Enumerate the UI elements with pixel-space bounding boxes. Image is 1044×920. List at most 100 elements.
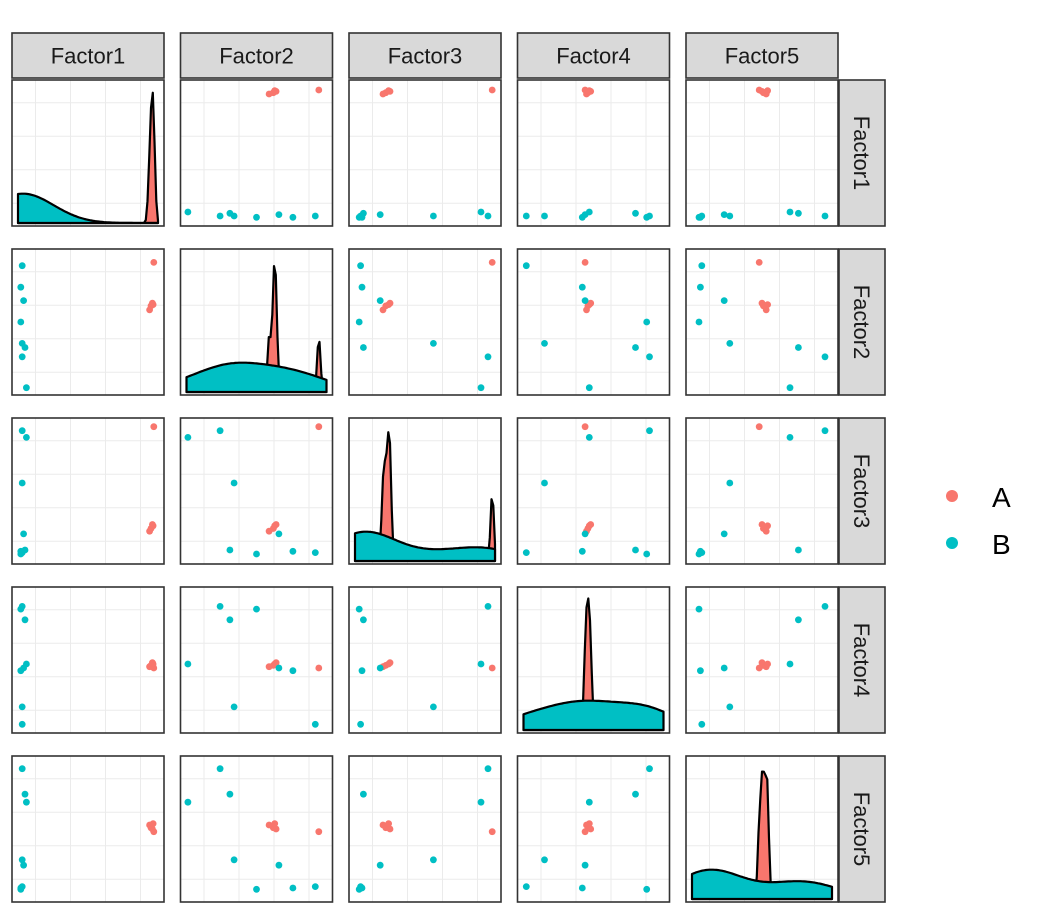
panel-Factor1-vs-Factor4 (516, 79, 671, 227)
panel-Factor1-vs-Factor3 (348, 79, 502, 227)
density-curve-b (185, 361, 328, 394)
point-b (360, 616, 367, 624)
point-a (271, 820, 279, 827)
point-a (755, 423, 763, 431)
point-b (360, 790, 367, 798)
point-a (585, 820, 593, 827)
strip-background (516, 32, 671, 79)
point-b (821, 603, 829, 610)
legend: A B (946, 482, 1011, 560)
panel-background (12, 756, 164, 902)
point-b (21, 344, 29, 351)
point-b (632, 344, 639, 351)
panel-background (517, 80, 670, 226)
panel-background (686, 418, 838, 564)
point-a (585, 522, 593, 530)
point-b (430, 340, 437, 347)
point-b (18, 703, 26, 711)
point-a (379, 821, 387, 829)
point-b (720, 297, 728, 304)
panel-background (686, 249, 838, 395)
legend-label-b: B (992, 529, 1011, 560)
strip-background (838, 586, 886, 734)
point-b (720, 211, 728, 219)
density-curve-b (353, 530, 497, 563)
point-b (632, 209, 639, 217)
strip-background (179, 32, 334, 79)
point-b (585, 384, 593, 392)
point-a (764, 301, 771, 308)
point-b (230, 479, 238, 487)
point-b (355, 318, 363, 326)
point-a (272, 825, 280, 833)
point-b (484, 353, 492, 361)
panel-border (348, 79, 502, 227)
row-strips: Factor1 Factor2 Factor3 Factor4 Factor5 (838, 79, 886, 903)
panel-border (11, 248, 165, 396)
row-strip-Factor4: Factor4 (838, 586, 886, 734)
column-strip-label: Factor5 (725, 44, 800, 69)
point-b (477, 660, 485, 668)
point-a (315, 86, 323, 94)
point-b (484, 212, 492, 220)
point-b (695, 605, 703, 613)
point-a (585, 87, 593, 95)
panel-Factor4-vs-Factor1 (11, 586, 165, 734)
panel-Factor5-vs-Factor5 (685, 755, 839, 903)
point-b (20, 297, 27, 304)
point-b (430, 212, 437, 220)
point-b (578, 884, 586, 892)
panel-border (11, 755, 165, 903)
point-b (695, 213, 703, 221)
panel-Factor2-vs-Factor3 (348, 248, 502, 396)
point-a (488, 664, 496, 672)
panel-border (685, 755, 839, 903)
panel-background (349, 756, 501, 902)
point-b (21, 546, 29, 554)
panel-Factor3-vs-Factor4 (516, 417, 671, 565)
point-b (18, 427, 26, 435)
panel-gridlines (12, 756, 164, 902)
column-strip-Factor2: Factor2 (179, 32, 334, 79)
row-strip-label: Factor4 (849, 623, 874, 698)
point-b (541, 212, 548, 220)
point-b (226, 209, 234, 217)
point-b (726, 479, 734, 487)
point-a (764, 87, 771, 95)
point-b (695, 318, 703, 326)
strip-background (685, 32, 839, 79)
point-b (697, 283, 704, 291)
point-b (581, 861, 589, 869)
point-b (726, 703, 734, 711)
panel-border (179, 79, 334, 227)
point-b (522, 549, 530, 556)
point-b (795, 546, 802, 554)
point-b (311, 549, 319, 556)
panel-border (685, 79, 839, 227)
point-b (581, 530, 589, 538)
point-b (786, 434, 794, 441)
point-a (149, 820, 157, 827)
point-b (18, 856, 26, 864)
point-a (385, 87, 392, 95)
point-b (226, 616, 234, 624)
point-b (585, 798, 593, 806)
point-b (23, 660, 30, 668)
point-a (386, 825, 394, 833)
point-b (23, 384, 30, 392)
point-a (150, 423, 158, 431)
point-b (632, 790, 639, 798)
point-b (358, 667, 366, 675)
panel-border (516, 248, 671, 396)
point-b (216, 212, 224, 220)
panel-Factor4-vs-Factor2 (179, 586, 334, 734)
strip-background (838, 79, 886, 227)
point-a (271, 87, 279, 95)
point-b (289, 884, 297, 892)
panel-gridlines (686, 80, 838, 226)
panel-border (348, 417, 502, 565)
strip-background (11, 32, 165, 79)
point-b (821, 427, 829, 435)
point-b (275, 861, 283, 869)
panel-Factor5-vs-Factor1 (11, 755, 165, 903)
